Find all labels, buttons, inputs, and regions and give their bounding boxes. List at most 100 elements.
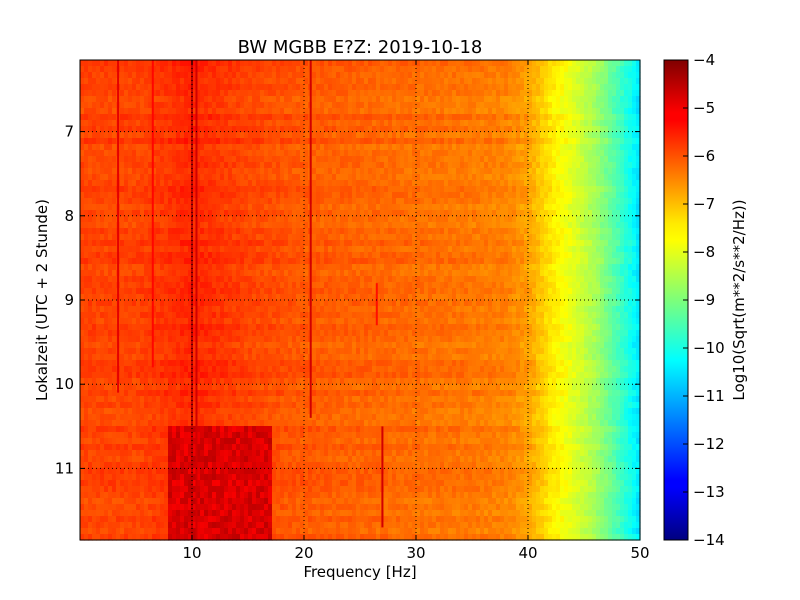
- heatmap-cell: [124, 84, 129, 91]
- heatmap-cell: [528, 114, 533, 121]
- heatmap-cell: [352, 258, 357, 265]
- heatmap-cell: [612, 252, 617, 259]
- heatmap-cell: [520, 204, 525, 211]
- heatmap-cell: [444, 264, 449, 271]
- heatmap-cell: [508, 168, 513, 175]
- heatmap-cell: [284, 168, 289, 175]
- heatmap-cell: [144, 240, 149, 247]
- heatmap-cell: [368, 72, 373, 79]
- heatmap-cell: [168, 222, 173, 229]
- heatmap-cell: [180, 174, 185, 181]
- heatmap-cell: [232, 210, 237, 217]
- heatmap-cell: [124, 72, 129, 79]
- heatmap-cell: [156, 126, 161, 133]
- heatmap-cell: [84, 108, 89, 115]
- heatmap-cell: [592, 102, 597, 109]
- heatmap-cell: [328, 96, 333, 103]
- heatmap-cell: [572, 102, 577, 109]
- heatmap-cell: [188, 174, 193, 181]
- heatmap-cell: [204, 60, 209, 67]
- heatmap-cell: [288, 156, 293, 163]
- heatmap-cell: [104, 126, 109, 133]
- heatmap-cell: [464, 114, 469, 121]
- heatmap-cell: [444, 228, 449, 235]
- heatmap-cell: [144, 156, 149, 163]
- heatmap-cell: [620, 78, 625, 85]
- heatmap-cell: [596, 174, 601, 181]
- heatmap-cell: [120, 120, 125, 127]
- heatmap-cell: [352, 138, 357, 145]
- heatmap-cell: [632, 222, 637, 229]
- heatmap-cell: [436, 168, 441, 175]
- heatmap-cell: [380, 114, 385, 121]
- heatmap-cell: [500, 246, 505, 253]
- heatmap-cell: [556, 228, 561, 235]
- heatmap-cell: [164, 204, 169, 211]
- heatmap-cell: [452, 156, 457, 163]
- heatmap-cell: [164, 174, 169, 181]
- heatmap-cell: [500, 252, 505, 259]
- heatmap-cell: [460, 84, 465, 91]
- heatmap-cell: [384, 174, 389, 181]
- heatmap-cell: [196, 72, 201, 79]
- heatmap-cell: [104, 102, 109, 109]
- heatmap-cell: [608, 192, 613, 199]
- heatmap-cell: [144, 120, 149, 127]
- heatmap-cell: [372, 78, 377, 85]
- heatmap-cell: [368, 228, 373, 235]
- heatmap-cell: [576, 174, 581, 181]
- heatmap-cell: [508, 252, 513, 259]
- heatmap-cell: [412, 204, 417, 211]
- heatmap-cell: [632, 264, 637, 271]
- heatmap-cell: [420, 240, 425, 247]
- heatmap-cell: [212, 60, 217, 67]
- heatmap-cell: [100, 198, 105, 205]
- heatmap-cell: [432, 126, 437, 133]
- heatmap-cell: [152, 180, 157, 187]
- heatmap-cell: [340, 102, 345, 109]
- heatmap-cell: [520, 108, 525, 115]
- heatmap-cell: [280, 246, 285, 253]
- heatmap-cell: [244, 258, 249, 265]
- heatmap-cell: [288, 246, 293, 253]
- heatmap-cell: [320, 228, 325, 235]
- heatmap-cell: [488, 240, 493, 247]
- heatmap-cell: [436, 204, 441, 211]
- heatmap-cell: [108, 216, 113, 223]
- heatmap-cell: [524, 174, 529, 181]
- heatmap-cell: [580, 102, 585, 109]
- heatmap-cell: [248, 114, 253, 121]
- heatmap-cell: [548, 108, 553, 115]
- heatmap-cell: [144, 180, 149, 187]
- heatmap-cell: [480, 234, 485, 241]
- heatmap-cell: [232, 270, 237, 277]
- heatmap-cell: [216, 84, 221, 91]
- heatmap-cell: [604, 138, 609, 145]
- heatmap-cell: [496, 138, 501, 145]
- heatmap-cell: [124, 126, 129, 133]
- heatmap-cell: [168, 162, 173, 169]
- heatmap-cell: [368, 114, 373, 121]
- heatmap-cell: [596, 102, 601, 109]
- heatmap-cell: [176, 234, 181, 241]
- heatmap-cell: [252, 192, 257, 199]
- heatmap-cell: [604, 126, 609, 133]
- heatmap-cell: [324, 264, 329, 271]
- heatmap-cell: [484, 108, 489, 115]
- heatmap-cell: [620, 210, 625, 217]
- heatmap-cell: [556, 90, 561, 97]
- heatmap-cell: [512, 240, 517, 247]
- heatmap-cell: [340, 252, 345, 259]
- heatmap-cell: [356, 174, 361, 181]
- heatmap-cell: [312, 108, 317, 115]
- heatmap-cell: [272, 102, 277, 109]
- heatmap-cell: [436, 258, 441, 265]
- heatmap-cell: [396, 228, 401, 235]
- heatmap-cell: [272, 192, 277, 199]
- heatmap-cell: [144, 150, 149, 157]
- heatmap-cell: [316, 264, 321, 271]
- heatmap-cell: [132, 258, 137, 265]
- heatmap-cell: [208, 168, 213, 175]
- heatmap-cell: [288, 198, 293, 205]
- heatmap-cell: [480, 168, 485, 175]
